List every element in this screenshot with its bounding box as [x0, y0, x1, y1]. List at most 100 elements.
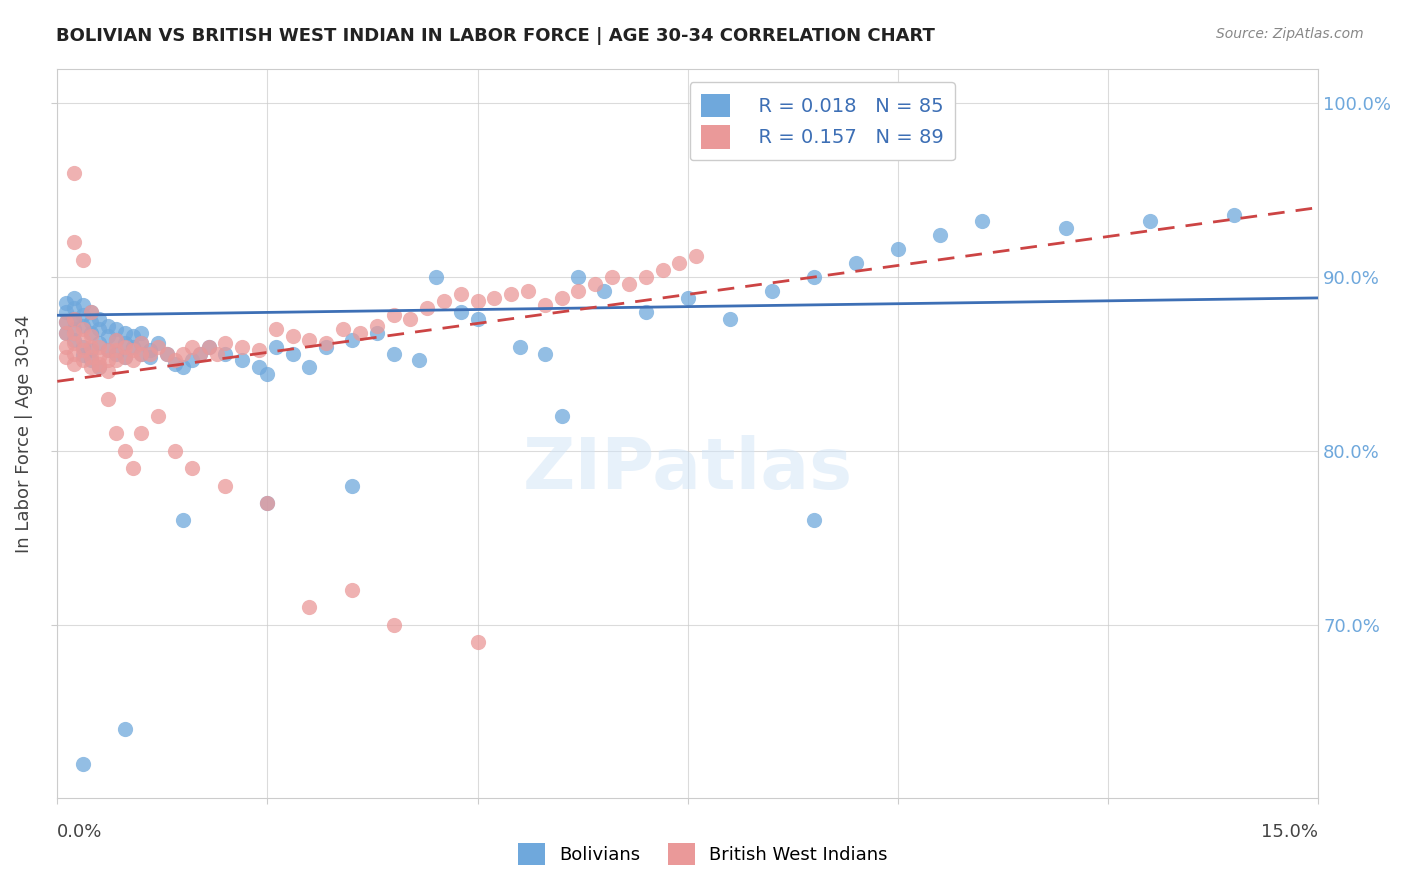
Point — [399, 311, 422, 326]
Point — [298, 333, 321, 347]
Point — [180, 340, 202, 354]
Point — [281, 346, 304, 360]
Point — [122, 340, 145, 354]
Point — [114, 350, 136, 364]
Point — [131, 336, 153, 351]
Point — [72, 308, 94, 322]
Point — [583, 277, 606, 291]
Point — [89, 336, 111, 351]
Point — [89, 360, 111, 375]
Point — [340, 478, 363, 492]
Point — [467, 294, 489, 309]
Point — [97, 392, 120, 406]
Point — [55, 326, 77, 340]
Point — [55, 340, 77, 354]
Point — [63, 311, 86, 326]
Point — [634, 305, 657, 319]
Point — [180, 461, 202, 475]
Point — [163, 357, 186, 371]
Point — [105, 346, 128, 360]
Point — [63, 322, 86, 336]
Point — [122, 329, 145, 343]
Point — [131, 426, 153, 441]
Point — [55, 315, 77, 329]
Point — [651, 263, 673, 277]
Point — [122, 461, 145, 475]
Point — [114, 326, 136, 340]
Point — [172, 513, 194, 527]
Point — [970, 214, 993, 228]
Point — [146, 409, 169, 423]
Point — [214, 336, 236, 351]
Point — [264, 322, 287, 336]
Point — [63, 333, 86, 347]
Point — [1139, 214, 1161, 228]
Point — [105, 333, 128, 347]
Point — [72, 756, 94, 771]
Point — [72, 353, 94, 368]
Point — [256, 496, 278, 510]
Point — [803, 270, 825, 285]
Point — [718, 311, 741, 326]
Point — [592, 284, 614, 298]
Point — [97, 364, 120, 378]
Point — [114, 336, 136, 351]
Point — [188, 346, 211, 360]
Point — [72, 322, 94, 336]
Point — [340, 333, 363, 347]
Point — [467, 311, 489, 326]
Text: BOLIVIAN VS BRITISH WEST INDIAN IN LABOR FORCE | AGE 30-34 CORRELATION CHART: BOLIVIAN VS BRITISH WEST INDIAN IN LABOR… — [56, 27, 935, 45]
Point — [247, 360, 270, 375]
Point — [382, 308, 405, 322]
Point — [155, 346, 177, 360]
Point — [155, 346, 177, 360]
Point — [97, 343, 120, 357]
Point — [349, 326, 371, 340]
Point — [567, 284, 589, 298]
Point — [89, 340, 111, 354]
Point — [72, 318, 94, 333]
Point — [264, 340, 287, 354]
Y-axis label: In Labor Force | Age 30-34: In Labor Force | Age 30-34 — [15, 314, 32, 553]
Point — [80, 350, 103, 364]
Point — [197, 340, 219, 354]
Point — [382, 346, 405, 360]
Point — [247, 343, 270, 357]
Point — [97, 318, 120, 333]
Point — [63, 311, 86, 326]
Text: 15.0%: 15.0% — [1261, 823, 1319, 841]
Text: Source: ZipAtlas.com: Source: ZipAtlas.com — [1216, 27, 1364, 41]
Point — [550, 409, 572, 423]
Point — [80, 360, 103, 375]
Point — [509, 340, 531, 354]
Point — [105, 333, 128, 347]
Point — [1054, 221, 1077, 235]
Point — [676, 291, 699, 305]
Point — [55, 326, 77, 340]
Point — [89, 350, 111, 364]
Point — [887, 242, 910, 256]
Point — [122, 343, 145, 357]
Point — [89, 322, 111, 336]
Point — [80, 305, 103, 319]
Point — [72, 343, 94, 357]
Point — [467, 635, 489, 649]
Point — [80, 343, 103, 357]
Point — [97, 343, 120, 357]
Point — [63, 311, 86, 326]
Point — [80, 353, 103, 368]
Point — [97, 329, 120, 343]
Point — [55, 296, 77, 310]
Point — [139, 343, 162, 357]
Point — [105, 343, 128, 357]
Legend: Bolivians, British West Indians: Bolivians, British West Indians — [509, 834, 897, 874]
Point — [55, 350, 77, 364]
Point — [63, 235, 86, 250]
Text: ZIPatlas: ZIPatlas — [523, 435, 853, 505]
Point — [197, 340, 219, 354]
Point — [366, 318, 388, 333]
Point — [617, 277, 640, 291]
Legend:   R = 0.018   N = 85,   R = 0.157   N = 89: R = 0.018 N = 85, R = 0.157 N = 89 — [689, 82, 956, 161]
Point — [315, 340, 337, 354]
Point — [172, 360, 194, 375]
